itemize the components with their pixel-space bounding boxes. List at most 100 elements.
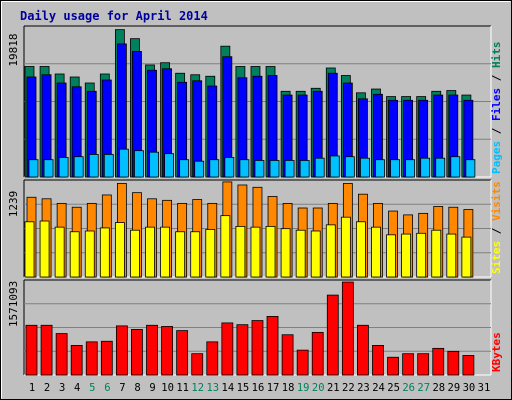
bar-sites-day-28 [431,229,442,278]
bar-sites-day-27 [416,232,427,278]
x-label-day-9: 9 [149,382,155,394]
bar-sites-day-21 [325,224,336,278]
bar-sites-day-29 [446,233,457,278]
bar-pages-day-22 [344,156,355,178]
bar-sites-day-6 [99,227,110,278]
bar-kbytes-day-30 [462,355,475,376]
bar-pages-day-9 [149,151,159,178]
x-label-day-11: 11 [176,382,189,394]
bar-pages-day-17 [269,160,280,178]
bar-pages-day-5 [88,154,99,178]
x-label-day-8: 8 [134,382,140,394]
bar-pages-day-27 [420,157,431,178]
bar-kbytes-day-12 [191,353,204,376]
bar-kbytes-day-18 [281,334,294,376]
bar-pages-day-21 [329,155,340,178]
bar-kbytes-day-26 [402,353,415,376]
legend-separator: / [490,68,503,88]
bar-pages-day-12 [194,160,205,178]
bar-sites-day-17 [265,225,276,278]
x-label-day-31: 31 [478,382,491,394]
legend-separator: / [490,221,503,241]
bar-sites-day-15 [235,225,246,278]
x-label-day-29: 29 [448,382,461,394]
x-label-day-2: 2 [44,382,50,394]
x-label-day-21: 21 [327,382,340,394]
x-label-day-13: 13 [206,382,219,394]
bar-pages-day-28 [435,157,446,178]
legend-sites: Sites [490,241,503,274]
bar-sites-day-7 [114,222,125,278]
bar-pages-day-18 [284,160,295,178]
legend-kbytes: KBytes [490,332,503,372]
x-label-day-6: 6 [104,382,110,394]
bar-pages-day-24 [375,159,385,178]
bar-pages-day-7 [118,148,129,178]
bar-kbytes-day-24 [372,345,384,376]
bar-kbytes-day-14 [221,322,234,376]
bar-pages-day-10 [164,153,174,178]
bar-sites-day-24 [371,226,381,278]
bar-sites-day-3 [54,226,65,278]
bar-kbytes-day-19 [296,349,309,376]
x-label-day-23: 23 [357,382,370,394]
bar-sites-day-10 [160,226,170,278]
bar-sites-day-12 [190,231,201,278]
panel-legend: Pages / Files / Hits [490,42,503,175]
bar-sites-day-18 [280,228,291,278]
x-label-day-5: 5 [89,382,95,394]
bar-sites-day-26 [401,233,412,278]
bar-sites-day-23 [356,221,366,278]
y-max-label: 1571093 [7,281,20,327]
bar-sites-day-8 [130,229,140,278]
legend-visits: Visits [490,181,503,221]
x-label-day-30: 30 [463,382,476,394]
bar-sites-day-2 [39,220,50,278]
bar-sites-day-5 [84,230,95,278]
x-label-day-15: 15 [237,382,250,394]
bar-kbytes-day-29 [447,350,460,376]
bar-kbytes-day-6 [100,340,113,376]
bar-sites-day-30 [461,236,472,278]
x-label-day-16: 16 [252,382,265,394]
bar-kbytes-day-22 [341,281,354,376]
bar-pages-day-29 [450,156,461,178]
bar-kbytes-day-28 [432,347,445,376]
y-max-label: 19818 [7,33,20,66]
bar-pages-day-6 [103,154,114,178]
legend-files: Files [490,88,503,121]
bar-pages-day-11 [179,159,190,178]
bar-sites-day-25 [386,234,396,278]
x-label-day-10: 10 [161,382,174,394]
panel-3: 1571093 KBytes [7,279,503,376]
bar-kbytes-day-8 [131,329,143,376]
panel-1: 19818 Pages / Files / Hits [7,25,503,178]
x-axis-labels: 1 2 3 4 5 6 7 8 9 10 11 12 13 14 15 16 17 18 19 20 21 22 23 24 2… [29,382,490,394]
bar-pages-day-8 [134,150,144,178]
bar-pages-day-23 [360,157,370,178]
bar-kbytes-day-7 [115,325,128,376]
x-label-day-1: 1 [29,382,35,394]
bar-pages-day-3 [58,157,69,178]
bar-kbytes-day-27 [417,353,430,376]
bar-kbytes-day-23 [357,324,369,376]
x-label-day-19: 19 [297,382,310,394]
bar-pages-day-1 [28,159,39,178]
bar-kbytes-day-9 [146,324,158,376]
bar-pages-day-4 [73,156,84,178]
bar-sites-day-9 [145,226,155,278]
panel-legend: Sites / Visits [490,181,503,274]
x-label-day-22: 22 [342,382,355,394]
x-label-day-27: 27 [417,382,430,394]
bar-sites-day-11 [175,231,186,278]
bar-kbytes-day-17 [266,315,279,376]
x-label-day-17: 17 [267,382,280,394]
bar-sites-day-1 [24,221,35,278]
x-label-day-12: 12 [191,382,204,394]
bar-pages-day-30 [465,159,476,178]
y-max-label: 1239 [7,191,20,218]
x-label-day-24: 24 [372,382,385,394]
bar-kbytes-day-4 [70,345,83,376]
panel-2: 1239 Sites / Visits [7,179,503,278]
